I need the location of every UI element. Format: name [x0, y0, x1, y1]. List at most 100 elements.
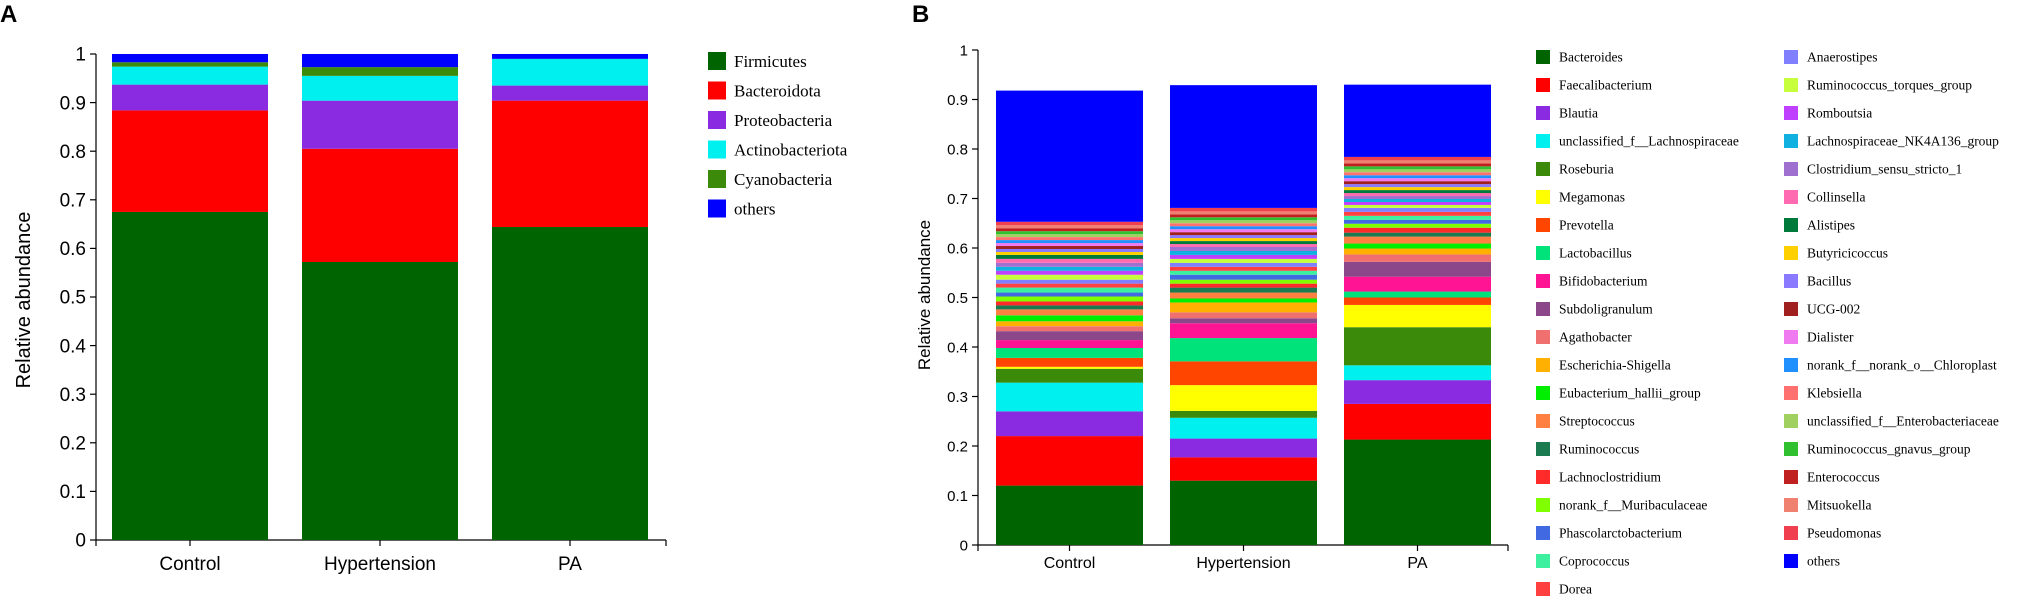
- panel-b-legend-label-enterococcus: Enterococcus: [1807, 469, 1880, 484]
- panel-b-bar-hypertension-ruminococcus-torques-group: [1170, 258, 1317, 263]
- panel-b-legend-label-klebsiella: Klebsiella: [1807, 385, 1862, 400]
- panel-b-legend-swatch-unclassified-f-lachnospiraceae: [1536, 134, 1550, 148]
- panel-a-legend-swatch-firmicutes: [708, 52, 726, 70]
- panel-b-legend-swatch-dialister: [1784, 330, 1798, 344]
- panel-b-legend-label-lachnospiraceae-nk4a136-group: Lachnospiraceae_NK4A136_group: [1807, 133, 1999, 148]
- panel-b-y-tick-label: 0.2: [947, 438, 968, 455]
- panel-b-bar-hypertension-prevotella: [1170, 361, 1317, 386]
- panel-b-bar-control-agathobacter: [996, 326, 1143, 332]
- panel-b-bar-hypertension-enterococcus: [1170, 214, 1317, 218]
- panel-a-y-tick-label: 0.7: [60, 190, 86, 211]
- panel-b-y-axis-label: Relative abundance: [915, 220, 934, 370]
- panel-b-legend-label-blautia: Blautia: [1559, 105, 1598, 120]
- panel-b-legend-swatch-butyricicoccus: [1784, 246, 1798, 260]
- panel-b-legend-label-ruminococcus: Ruminococcus: [1559, 441, 1639, 456]
- panel-a-bar-control-firmicutes: [112, 211, 268, 540]
- panel-b-bar-hypertension-dialister: [1170, 229, 1317, 233]
- panel-b-bar-control-escherichia-shigella: [996, 321, 1143, 327]
- panel-b-legend-label-collinsella: Collinsella: [1807, 189, 1866, 204]
- panel-b-legend-label-streptococcus: Streptococcus: [1559, 413, 1635, 428]
- panel-b-bar-control-ruminococcus-torques-group: [996, 274, 1143, 280]
- panel-b-bar-control-dorea: [996, 283, 1143, 288]
- panel-b-bar-pa-ruminococcus-torques-group: [1344, 204, 1491, 208]
- panel-b-legend-label-bacillus: Bacillus: [1807, 273, 1851, 288]
- panel-b-bar-control-others: [996, 90, 1143, 222]
- panel-b-axes: 0 0.1 0.2 0.3 0.4 0.5 0.6 0.7 0.8 0.9 1 Control Hype…: [947, 42, 1509, 572]
- panel-a-x-tick-label-control: Control: [159, 554, 220, 575]
- panel-b-bar-hypertension-bacteroides: [1170, 480, 1317, 545]
- panel-a-legend-label-proteobacteria: Proteobacteria: [734, 111, 833, 130]
- panel-b-bar-hypertension-lachnoclostridium: [1170, 283, 1317, 288]
- panel-b-legend-swatch-megamonas: [1536, 190, 1550, 204]
- panel-b-legend-label-escherichia-shigella: Escherichia-Shigella: [1559, 357, 1671, 372]
- panel-a-bar-hypertension-actinobacteriota: [302, 75, 458, 101]
- panel-b-bar-hypertension-subdoligranulum: [1170, 318, 1317, 324]
- panel-b-legend-swatch-bacillus: [1784, 274, 1798, 288]
- panel-b-legend-label-clostridium-sensu-stricto-1: Clostridium_sensu_stricto_1: [1807, 161, 1962, 176]
- panel-b-bar-hypertension-bifidobacterium: [1170, 323, 1317, 339]
- panel-b-bar-pa-bifidobacterium: [1344, 276, 1491, 292]
- panel-a-y-tick-label: 0.4: [60, 336, 87, 357]
- panel-b-legend-swatch-faecalibacterium: [1536, 78, 1550, 92]
- panel-b-legend-label-butyricicoccus: Butyricicoccus: [1807, 245, 1888, 260]
- panel-b-bar-control-coprococcus: [996, 287, 1143, 293]
- panel-b-legend-label-agathobacter: Agathobacter: [1559, 329, 1632, 344]
- panel-b-legend-swatch-phascolarctobacterium: [1536, 526, 1550, 540]
- panel-b-legend-label-others: others: [1807, 553, 1840, 568]
- panel-b-bar-pa-roseburia: [1344, 327, 1491, 366]
- panel-b-bar-pa-clostridium-sensu-stricto-1: [1344, 196, 1491, 199]
- panel-a-bar-pa-proteobacteria: [492, 85, 648, 101]
- panel-b-bar-pa-romboutsia: [1344, 201, 1491, 205]
- panel-b-legend-swatch-ruminococcus-torques-group: [1784, 78, 1798, 92]
- panel-b-bar-pa-mitsuokella: [1344, 160, 1491, 164]
- panel-b-bar-control-pseudomonas: [996, 221, 1143, 226]
- panel-b-bar-control-bifidobacterium: [996, 340, 1143, 348]
- panel-b-bar-control-collinsella: [996, 258, 1143, 263]
- panel-b-bar-hypertension-pseudomonas: [1170, 207, 1317, 212]
- panel-a-bar-hypertension-bacteroidota: [302, 148, 458, 263]
- panel-a-letter: A: [0, 1, 17, 28]
- panel-b-bar-hypertension-alistipes: [1170, 241, 1317, 245]
- panel-b-bar-hypertension-romboutsia: [1170, 254, 1317, 259]
- panel-b-y-tick-label: 0.1: [947, 488, 968, 505]
- panel-b-legend-label-mitsuokella: Mitsuokella: [1807, 497, 1872, 512]
- panel-b-bar-control-lactobacillus: [996, 347, 1143, 358]
- panel-b-bar-control-lachnoclostridium: [996, 301, 1143, 306]
- panel-b-legend-label-phascolarctobacterium: Phascolarctobacterium: [1559, 525, 1682, 540]
- panel-b-legend-swatch-subdoligranulum: [1536, 302, 1550, 316]
- panel-a-legend-swatch-bacteroidota: [708, 81, 726, 100]
- panel-b-legend-swatch-norank-f-norank-o-chloroplast: [1784, 358, 1798, 372]
- panel-a-legend-swatch-others: [708, 199, 726, 218]
- panel-b-bar-control-blautia: [996, 411, 1143, 437]
- panel-a-legend-label-bacteroidota: Bacteroidota: [734, 81, 821, 100]
- panel-b-legend-swatch-anaerostipes: [1784, 50, 1798, 64]
- panel-b-legend-swatch-lachnospiraceae-nk4a136-group: [1784, 134, 1798, 148]
- panel-b-bar-hypertension-norank-f-muribaculaceae: [1170, 279, 1317, 284]
- panel-b-bar-control-unclassified-f-enterobacteriaceae: [996, 234, 1143, 238]
- panel-b-bar-pa-ucg-002: [1344, 181, 1491, 185]
- panel-b-legend-swatch-norank-f-muribaculaceae: [1536, 498, 1550, 512]
- panel-b-legend-swatch-eubacterium-hallii-group: [1536, 386, 1550, 400]
- panel-b-legend-label-dorea: Dorea: [1559, 581, 1592, 596]
- panel-b-legend-swatch-alistipes: [1784, 218, 1798, 232]
- panel-b-bar-control-clostridium-sensu-stricto-1: [996, 262, 1143, 267]
- panel-b-bar-pa-bacteroides: [1344, 439, 1491, 545]
- panel-b-legend-swatch-blautia: [1536, 106, 1550, 120]
- panel-b-bar-pa-escherichia-shigella: [1344, 248, 1491, 255]
- panel-a-y-tick-label: 0.5: [60, 288, 86, 309]
- panel-b-legend-swatch-coprococcus: [1536, 554, 1550, 568]
- panel-b-legend-swatch-ruminococcus-gnavus-group: [1784, 442, 1798, 456]
- panel-b-bar-control-dialister: [996, 243, 1143, 247]
- panel-b-bar-hypertension-collinsella: [1170, 244, 1317, 248]
- panel-b-y-tick-label: 0.4: [947, 339, 968, 356]
- panel-a-y-tick-label: 1: [75, 45, 86, 66]
- panel-b-legend-swatch-escherichia-shigella: [1536, 358, 1550, 372]
- panel-a-bar-hypertension-cyanobacteria: [302, 67, 458, 76]
- panel-b-legend-swatch-dorea: [1536, 582, 1550, 596]
- panel-b-bar-pa-streptococcus: [1344, 236, 1491, 244]
- panel-b-bar-hypertension-roseburia: [1170, 410, 1317, 418]
- panel-b-bar-hypertension-ruminococcus: [1170, 287, 1317, 293]
- panel-b-bar-pa-bacillus: [1344, 184, 1491, 188]
- panel-a-y-axis-label: Relative abundance: [13, 212, 35, 389]
- panel-a-bar-hypertension-proteobacteria: [302, 100, 458, 149]
